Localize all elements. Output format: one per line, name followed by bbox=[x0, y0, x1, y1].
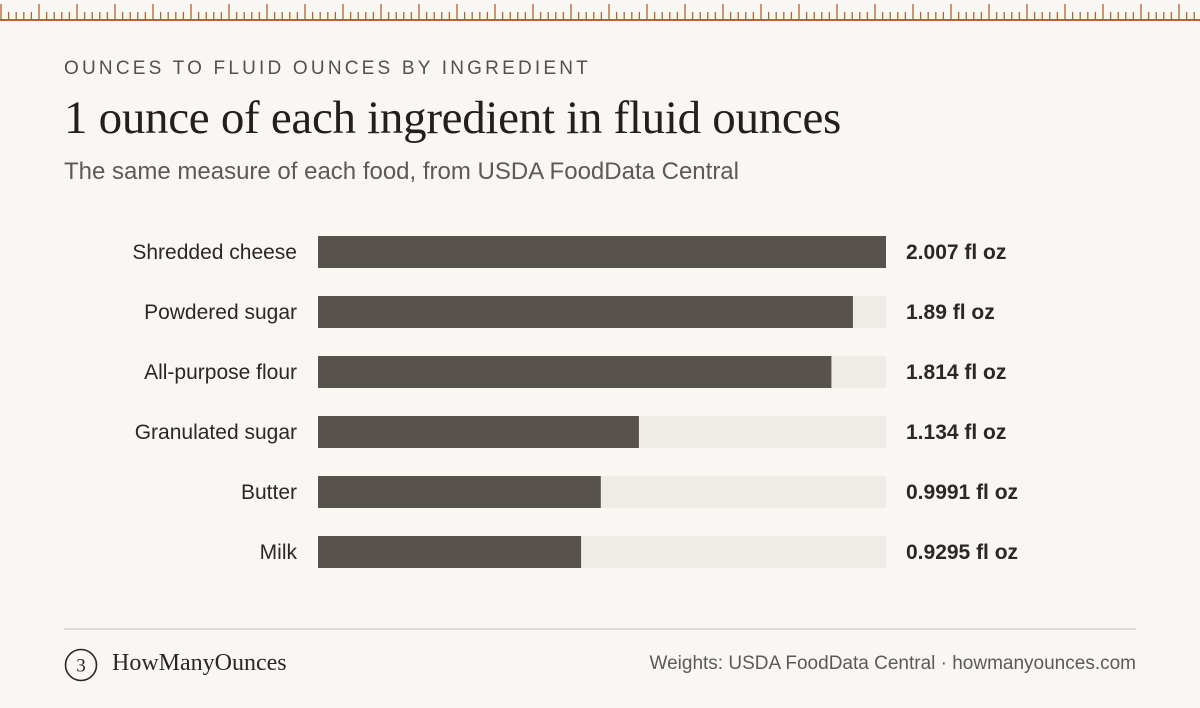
category-label: Milk bbox=[260, 541, 298, 564]
value-label: 1.134 fl oz bbox=[906, 421, 1006, 444]
chart-kicker: OUNCES TO FLUID OUNCES BY INGREDIENT bbox=[64, 58, 591, 79]
bar bbox=[318, 536, 582, 568]
chart-title: 1 ounce of each ingredient in fluid ounc… bbox=[64, 92, 841, 144]
bar-chart: Shredded cheese 2.007 fl oz Powdered sugar… bbox=[132, 236, 1018, 568]
value-label: 0.9991 fl oz bbox=[906, 481, 1018, 504]
bar bbox=[318, 476, 601, 508]
svg-text:3: 3 bbox=[76, 656, 86, 677]
bar bbox=[318, 296, 853, 328]
value-label: 1.814 fl oz bbox=[906, 361, 1006, 384]
category-label: All-purpose flour bbox=[144, 361, 297, 384]
footer-divider bbox=[64, 628, 1136, 630]
logo-icon: 3 bbox=[64, 648, 98, 682]
value-label: 1.89 fl oz bbox=[906, 301, 995, 324]
value-label: 0.9295 fl oz bbox=[906, 541, 1018, 564]
category-label: Granulated sugar bbox=[135, 421, 297, 444]
chart-subtitle: The same measure of each food, from USDA… bbox=[64, 158, 739, 185]
bar bbox=[318, 356, 832, 388]
source-credit: Weights: USDA FoodData Central · howmany… bbox=[649, 653, 1136, 674]
bar bbox=[318, 416, 639, 448]
brand-name: HowManyOunces bbox=[112, 650, 287, 676]
value-label: 2.007 fl oz bbox=[906, 241, 1006, 264]
category-label: Butter bbox=[241, 481, 297, 504]
category-label: Shredded cheese bbox=[132, 241, 297, 264]
category-label: Powdered sugar bbox=[144, 301, 297, 324]
ruler-decoration bbox=[0, 4, 1200, 21]
bar bbox=[318, 236, 886, 268]
